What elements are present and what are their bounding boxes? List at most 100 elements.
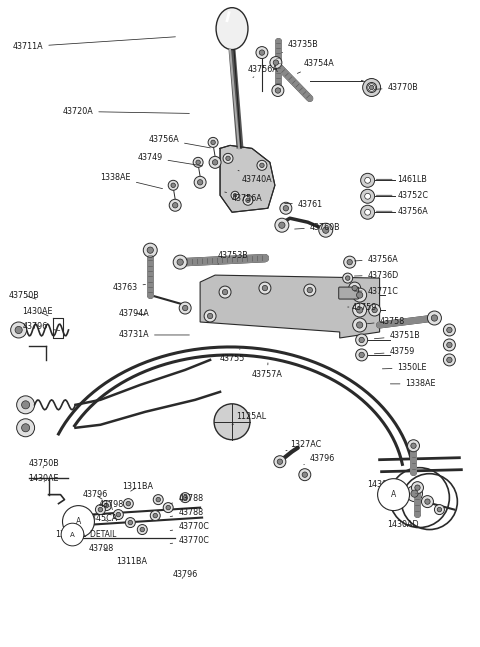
Text: 1345CA: 1345CA [56, 530, 90, 539]
Text: A: A [391, 490, 396, 499]
FancyBboxPatch shape [339, 287, 359, 299]
Circle shape [233, 193, 237, 197]
Circle shape [275, 88, 281, 93]
Text: 43763: 43763 [112, 283, 145, 292]
Circle shape [222, 289, 228, 295]
Circle shape [22, 400, 30, 409]
Circle shape [353, 318, 367, 332]
Circle shape [347, 259, 352, 265]
Text: 43754A: 43754A [298, 59, 335, 73]
Text: 43731A: 43731A [119, 331, 190, 340]
Circle shape [365, 210, 371, 215]
Circle shape [343, 273, 353, 283]
Text: 43770C: 43770C [170, 536, 209, 545]
Circle shape [207, 313, 213, 319]
Circle shape [357, 307, 363, 313]
Text: 43751B: 43751B [374, 331, 420, 340]
Text: 43711A: 43711A [12, 37, 175, 51]
Circle shape [116, 512, 120, 517]
Circle shape [153, 513, 157, 518]
Text: 43794A: 43794A [119, 309, 149, 318]
Circle shape [444, 354, 456, 366]
Circle shape [125, 518, 135, 527]
Text: 1338AE: 1338AE [100, 173, 163, 189]
Text: 43796: 43796 [304, 454, 335, 465]
Text: 1338AE: 1338AE [390, 379, 436, 388]
Circle shape [360, 205, 374, 219]
Circle shape [359, 337, 364, 343]
Circle shape [275, 218, 289, 232]
Circle shape [17, 419, 35, 437]
Circle shape [344, 256, 356, 268]
Circle shape [226, 156, 230, 160]
Circle shape [369, 304, 381, 316]
Text: 43756A: 43756A [225, 192, 263, 203]
Text: 43756A: 43756A [148, 135, 210, 148]
Circle shape [352, 285, 357, 291]
Text: 43750B: 43750B [29, 459, 60, 468]
Circle shape [137, 525, 147, 534]
Circle shape [274, 455, 286, 468]
Circle shape [180, 492, 190, 503]
Circle shape [277, 459, 283, 465]
Circle shape [259, 50, 264, 55]
Circle shape [256, 47, 268, 59]
Circle shape [208, 137, 218, 148]
Circle shape [179, 302, 191, 314]
Circle shape [262, 285, 268, 291]
Circle shape [15, 326, 22, 334]
Circle shape [444, 324, 456, 336]
Circle shape [434, 505, 444, 514]
Text: A: A [76, 517, 81, 526]
Circle shape [101, 501, 111, 510]
Circle shape [204, 310, 216, 322]
Text: A  DETAIL: A DETAIL [81, 530, 117, 539]
Circle shape [279, 222, 285, 228]
Circle shape [197, 180, 203, 185]
Circle shape [193, 157, 203, 168]
Text: 43759: 43759 [374, 347, 415, 356]
Circle shape [411, 443, 416, 448]
Circle shape [280, 203, 292, 214]
Circle shape [177, 259, 183, 265]
Text: 1311BA: 1311BA [122, 482, 153, 491]
Text: 1350LE: 1350LE [383, 364, 427, 373]
Circle shape [304, 284, 316, 296]
Circle shape [273, 60, 278, 65]
Text: 43788: 43788 [170, 494, 204, 503]
Circle shape [353, 288, 367, 302]
Circle shape [259, 282, 271, 294]
Circle shape [260, 163, 264, 168]
Polygon shape [220, 146, 275, 212]
Circle shape [98, 507, 103, 512]
Text: 1311BA: 1311BA [116, 557, 147, 566]
Circle shape [196, 160, 200, 164]
Circle shape [214, 404, 250, 440]
Circle shape [302, 472, 308, 477]
Text: 43735B: 43735B [282, 40, 319, 52]
Circle shape [209, 157, 221, 168]
Text: A: A [70, 532, 75, 538]
Circle shape [223, 153, 233, 163]
Circle shape [348, 282, 360, 294]
Circle shape [173, 255, 187, 269]
Text: 1327AC: 1327AC [286, 440, 321, 451]
Circle shape [96, 505, 106, 514]
Text: 43798: 43798 [88, 544, 114, 553]
Circle shape [411, 490, 418, 498]
Circle shape [365, 177, 371, 183]
Circle shape [323, 227, 329, 234]
Text: 43760B: 43760B [295, 223, 340, 232]
Circle shape [428, 311, 442, 325]
Circle shape [168, 181, 178, 190]
Circle shape [163, 503, 173, 512]
Circle shape [126, 501, 131, 506]
Text: 43720A: 43720A [62, 107, 190, 116]
Text: 1430AE: 1430AE [23, 307, 53, 316]
Circle shape [283, 206, 288, 211]
Text: 1345CA: 1345CA [86, 514, 118, 523]
Circle shape [407, 486, 422, 501]
Circle shape [408, 440, 420, 452]
Circle shape [123, 499, 133, 509]
Circle shape [156, 498, 160, 502]
